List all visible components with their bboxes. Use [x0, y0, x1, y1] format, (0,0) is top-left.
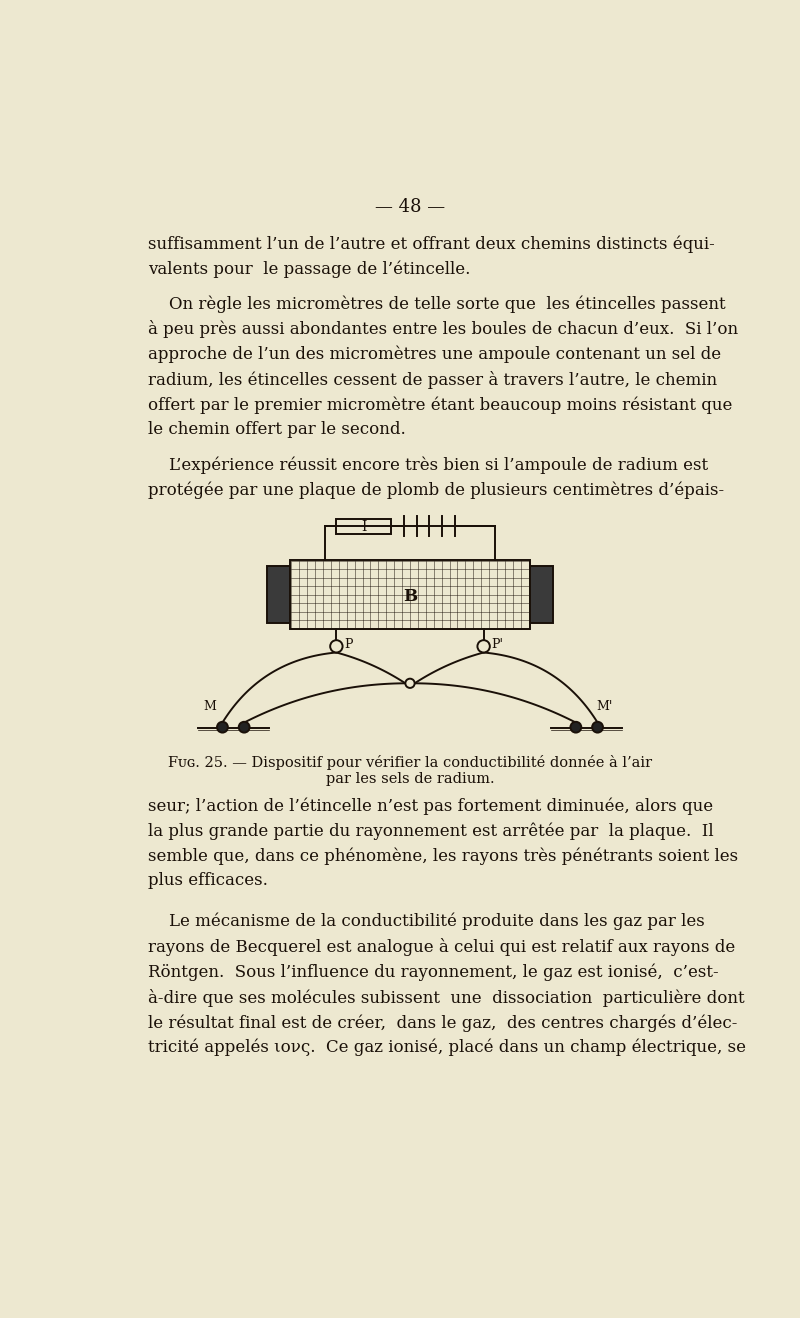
Text: M: M: [204, 700, 217, 713]
Text: P': P': [491, 638, 503, 651]
Circle shape: [406, 679, 414, 688]
Text: suffisamment l’un de l’autre et offrant deux chemins distincts équi-
valents pou: suffisamment l’un de l’autre et offrant …: [148, 235, 715, 278]
Text: par les sels de radium.: par les sels de radium.: [326, 772, 494, 786]
Text: Le mécanisme de la conductibilité produite dans les gaz par les
rayons de Becque: Le mécanisme de la conductibilité produi…: [148, 913, 746, 1057]
Text: L’expérience réussit encore très bien si l’ampoule de radium est
protégée par un: L’expérience réussit encore très bien si…: [148, 457, 724, 500]
Text: M': M': [596, 700, 612, 713]
Bar: [266, 567, 290, 623]
Circle shape: [570, 722, 582, 733]
Circle shape: [592, 722, 603, 733]
Text: — 48 —: — 48 —: [375, 198, 445, 216]
Bar: [530, 567, 554, 623]
Text: B: B: [403, 588, 417, 605]
Text: I: I: [361, 521, 366, 534]
Circle shape: [217, 722, 228, 733]
Circle shape: [330, 641, 342, 652]
Circle shape: [238, 722, 250, 733]
Circle shape: [478, 641, 490, 652]
Text: seur; l’action de l’étincelle n’est pas fortement diminuée, alors que
la plus gr: seur; l’action de l’étincelle n’est pas …: [148, 797, 738, 888]
Text: Fᴜɢ. 25. — Dispositif pour vérifier la conductibilité donnée à l’air: Fᴜɢ. 25. — Dispositif pour vérifier la c…: [168, 755, 652, 770]
Bar: [336, 518, 390, 534]
Bar: [290, 560, 530, 630]
Text: On règle les micromètres de telle sorte que  les étincelles passent
à peu près a: On règle les micromètres de telle sorte …: [148, 295, 738, 438]
Text: P: P: [344, 638, 353, 651]
